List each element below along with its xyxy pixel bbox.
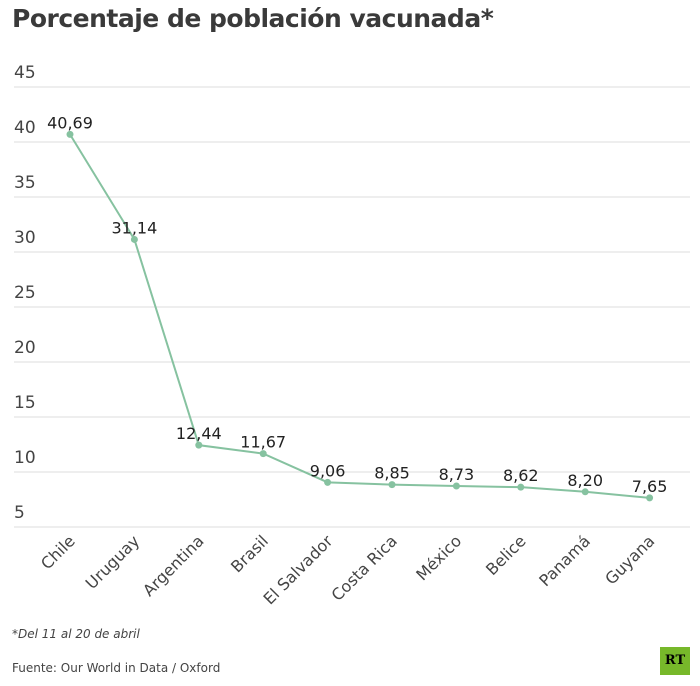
y-tick-label: 45 bbox=[14, 63, 36, 83]
data-label: 7,65 bbox=[632, 477, 668, 496]
data-label: 8,85 bbox=[374, 464, 410, 483]
x-tick-label: Argentina bbox=[139, 531, 208, 600]
x-tick-label: México bbox=[412, 531, 465, 584]
data-label: 31,14 bbox=[111, 218, 157, 237]
y-tick-label: 15 bbox=[14, 393, 36, 413]
y-tick-label: 25 bbox=[14, 283, 36, 303]
rt-logo: RT bbox=[660, 647, 690, 675]
x-tick-label: Panamá bbox=[535, 531, 594, 590]
data-point bbox=[388, 481, 396, 489]
x-tick-label: Belice bbox=[482, 531, 530, 579]
footnote: *Del 11 al 20 de abril bbox=[12, 627, 140, 641]
data-point bbox=[259, 450, 267, 458]
data-label: 11,67 bbox=[240, 433, 286, 452]
chart-title: Porcentaje de población vacunada* bbox=[12, 4, 494, 33]
data-point bbox=[581, 488, 589, 496]
data-label: 9,06 bbox=[310, 461, 346, 480]
data-label: 8,62 bbox=[503, 466, 539, 485]
data-label: 8,73 bbox=[439, 465, 475, 484]
y-tick-label: 5 bbox=[14, 503, 25, 523]
x-tick-label: Guyana bbox=[601, 531, 658, 588]
data-label: 40,69 bbox=[47, 113, 93, 132]
data-point bbox=[517, 483, 525, 491]
data-label: 12,44 bbox=[176, 424, 222, 443]
data-point bbox=[324, 478, 332, 486]
y-tick-label: 10 bbox=[14, 448, 36, 468]
y-tick-label: 20 bbox=[14, 338, 36, 358]
x-tick-label: Uruguay bbox=[82, 531, 144, 593]
source-text: Fuente: Our World in Data / Oxford bbox=[12, 661, 221, 675]
data-point bbox=[66, 130, 74, 138]
x-tick-label: Chile bbox=[37, 531, 79, 573]
line-chart: 5 10 15 20 25 30 35 40 45 40,69 Chile 31,14 Uruguay 1… bbox=[14, 63, 690, 608]
y-tick-label: 40 bbox=[14, 118, 36, 138]
y-tick-label: 35 bbox=[14, 173, 36, 193]
data-point bbox=[452, 482, 460, 490]
x-tick-label: Costa Rica bbox=[328, 531, 401, 604]
data-point bbox=[195, 441, 203, 449]
x-tick-label: Brasil bbox=[227, 531, 272, 576]
data-label: 8,20 bbox=[567, 471, 603, 490]
series-line bbox=[69, 133, 650, 499]
y-tick-label: 30 bbox=[14, 228, 36, 248]
x-tick-label: El Salvador bbox=[259, 531, 336, 608]
data-point bbox=[646, 494, 654, 502]
data-point bbox=[130, 235, 138, 243]
